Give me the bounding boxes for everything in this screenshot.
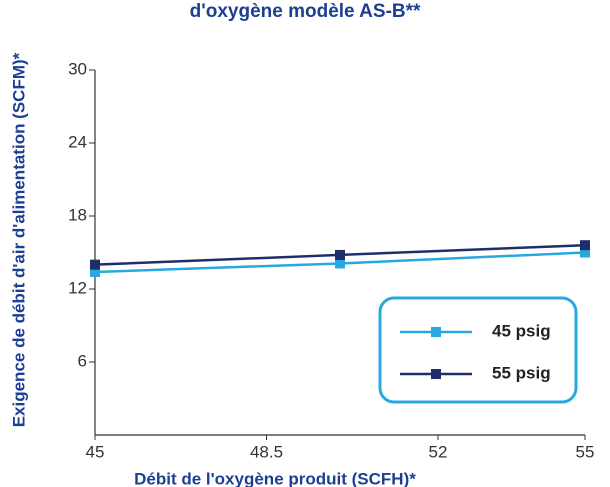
marker [90, 259, 100, 270]
y-tick-label: 12 [68, 278, 87, 297]
legend-marker [431, 327, 441, 337]
y-tick-label: 30 [68, 59, 87, 78]
y-tick-label: 24 [68, 132, 87, 151]
marker [335, 249, 345, 260]
y-tick-label: 18 [68, 205, 87, 224]
chart-title: d'oxygène modèle AS-B** [190, 1, 421, 22]
x-tick-label: 45 [86, 442, 105, 461]
legend-marker [431, 369, 441, 379]
marker [580, 247, 590, 258]
y-tick-label: 6 [78, 351, 87, 370]
x-axis-label: Débit de l'oxygène produit (SCFH)* [134, 469, 416, 487]
y-axis-label: Exigence de débit d'air d'alimentation (… [9, 52, 28, 427]
x-tick-label: 55 [576, 442, 595, 461]
legend-box [378, 296, 578, 404]
marker [90, 266, 100, 277]
x-tick-label: 52 [429, 442, 448, 461]
x-tick-label: 48.5 [250, 442, 283, 461]
marker [335, 258, 345, 269]
legend-label: 45 psig [492, 321, 551, 340]
legend-label: 55 psig [492, 363, 551, 382]
marker [580, 240, 590, 251]
